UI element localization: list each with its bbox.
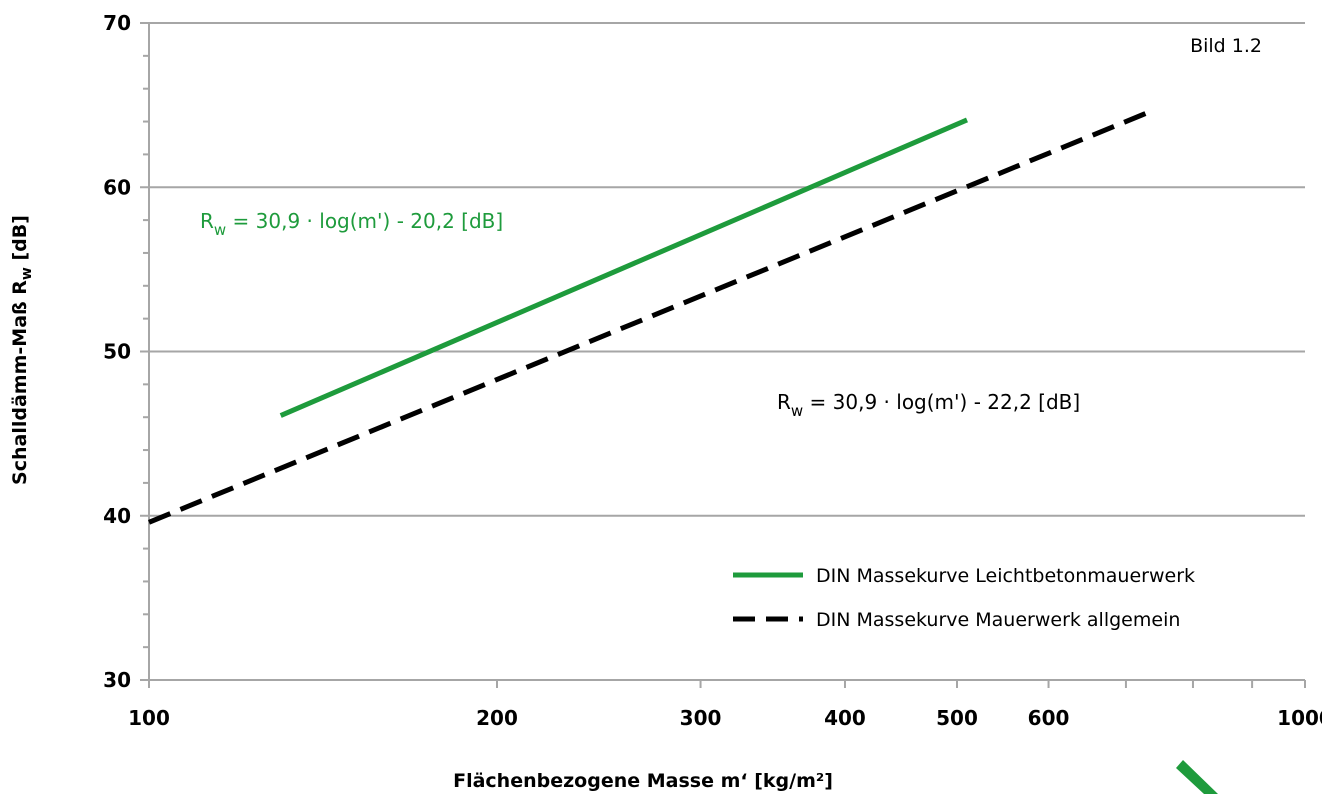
x-axis-title: Flächenbezogene Masse m‘ [kg/m²] [453,770,833,792]
tick-marks [140,22,1306,688]
y-tick-label: 60 [103,175,131,199]
tick-labels: 30 40 50 60 70 100 200 300 400 500 600 1000 [103,11,1322,730]
y-tick-label: 30 [103,668,131,692]
figure-label: Bild 1.2 [1190,35,1262,57]
x-tick-label: 400 [824,706,866,730]
legend-label-leichtbeton: DIN Massekurve Leichtbetonmauerwerk [816,565,1195,587]
legend: DIN Massekurve Leichtbetonmauerwerk DIN … [733,565,1195,631]
y-axis-title: Schalldämm-Maß Rw [dB] [9,215,35,485]
equation-annotation-green: Rw = 30,9 · log(m') - 20,2 [dB] [200,209,503,239]
y-tick-label: 70 [103,11,131,35]
legend-label-mauerwerk: DIN Massekurve Mauerwerk allgemein [816,609,1180,631]
x-tick-label: 300 [680,706,722,730]
x-tick-label: 200 [476,706,518,730]
series-line-mauerwerk [148,107,1155,525]
equation-annotation-black: Rw = 30,9 · log(m') - 22,2 [dB] [777,390,1080,420]
y-tick-label: 40 [103,504,131,528]
x-tick-label: 600 [1028,706,1070,730]
x-tick-label: 100 [128,706,170,730]
gridlines [149,22,1305,517]
x-tick-label: 500 [936,706,978,730]
series-line-leichtbeton [279,117,968,418]
arrow-icon [1176,760,1218,794]
series-lines [148,107,1155,525]
x-tick-label: 1000 [1277,706,1322,730]
y-tick-label: 50 [103,340,131,364]
